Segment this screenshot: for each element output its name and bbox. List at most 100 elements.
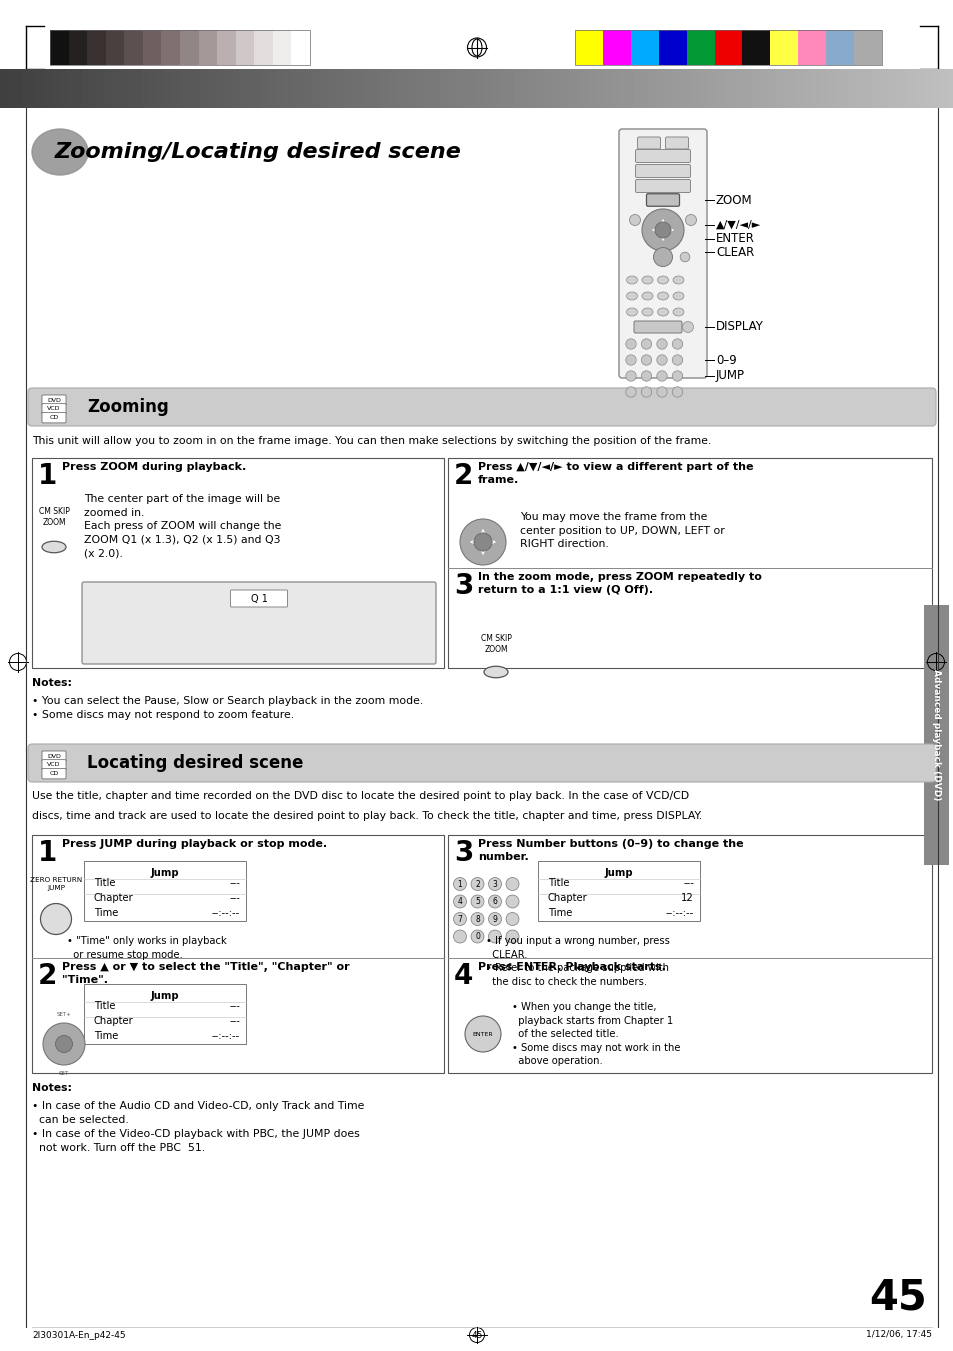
Text: 5: 5 [475,897,479,907]
Circle shape [453,878,466,890]
Text: VCD: VCD [48,762,61,767]
Text: 9: 9 [492,915,497,924]
FancyBboxPatch shape [635,180,690,192]
Text: ENTER: ENTER [716,232,754,246]
Text: Q 1: Q 1 [251,593,267,604]
FancyBboxPatch shape [618,128,706,378]
FancyBboxPatch shape [42,751,66,762]
Text: Title: Title [94,878,115,888]
Text: Press ZOOM during playback.: Press ZOOM during playback. [62,462,246,471]
Text: Chapter: Chapter [94,893,133,902]
Circle shape [655,222,670,238]
Ellipse shape [626,276,637,284]
Circle shape [679,253,689,262]
Bar [143,30,161,65]
Text: ---: --- [229,1016,240,1025]
Circle shape [488,894,501,908]
Ellipse shape [672,308,683,316]
Bar [686,30,714,65]
Text: CM SKIP
ZOOM: CM SKIP ZOOM [38,507,70,527]
Text: 1/12/06, 17:45: 1/12/06, 17:45 [865,1331,931,1339]
Text: Jump: Jump [151,867,179,878]
Text: 4: 4 [457,897,462,907]
Circle shape [640,370,651,381]
Text: You may move the frame from the
center position to UP, DOWN, LEFT or
RIGHT direc: You may move the frame from the center p… [519,512,724,550]
Circle shape [640,355,651,365]
Text: --:--:--: --:--:-- [665,908,693,917]
Text: SET-: SET- [58,1071,70,1075]
Circle shape [656,386,666,397]
Circle shape [672,386,682,397]
FancyBboxPatch shape [646,193,679,207]
Circle shape [471,929,483,943]
Ellipse shape [626,292,637,300]
Circle shape [640,386,651,397]
Text: 1: 1 [38,839,57,867]
Bar [32,458,443,667]
Bar [69,30,87,65]
Text: SET+: SET+ [56,1012,71,1017]
Ellipse shape [641,276,652,284]
Circle shape [459,519,505,565]
Ellipse shape [42,542,66,553]
Ellipse shape [672,276,683,284]
Circle shape [471,878,483,890]
Text: Notes:: Notes: [32,1084,71,1093]
Text: 4: 4 [454,962,473,990]
Circle shape [488,912,501,925]
Text: ▲/▼/◄/►: ▲/▼/◄/► [716,220,760,230]
Circle shape [640,339,651,349]
FancyBboxPatch shape [42,412,66,423]
Text: CD: CD [50,415,58,420]
FancyBboxPatch shape [42,394,66,405]
Text: 0: 0 [475,932,479,942]
Bar [106,30,124,65]
Bar [630,30,658,65]
Text: CD: CD [50,771,58,777]
Ellipse shape [483,666,507,678]
Ellipse shape [641,292,652,300]
Bar [180,30,198,65]
Text: This unit will allow you to zoom in on the frame image. You can then make select: This unit will allow you to zoom in on t… [32,436,711,446]
Circle shape [625,339,636,349]
Circle shape [453,929,466,943]
Text: Chapter: Chapter [94,1016,133,1025]
Text: ZOOM: ZOOM [716,193,752,207]
Text: discs, time and track are used to locate the desired point to play back. To chec: discs, time and track are used to locate… [32,811,701,820]
Bar [602,30,630,65]
Bar [714,30,741,65]
Bar [770,30,798,65]
Circle shape [505,894,518,908]
Text: Press JUMP during playback or stop mode.: Press JUMP during playback or stop mode. [62,839,327,848]
Text: Zooming/Locating desired scene: Zooming/Locating desired scene [55,142,461,162]
Circle shape [672,339,682,349]
Text: Title: Title [94,1001,115,1011]
Bar [50,30,69,65]
Ellipse shape [626,308,637,316]
Bar [448,835,931,1073]
Bar [741,30,770,65]
Text: Notes:: Notes: [32,678,71,688]
Circle shape [505,912,518,925]
Text: The center part of the image will be
zoomed in.
Each press of ZOOM will change t: The center part of the image will be zoo… [84,494,281,558]
Circle shape [471,912,483,925]
Text: 2: 2 [454,462,473,490]
Circle shape [464,1016,500,1052]
Text: ---: --- [229,1001,240,1011]
Text: Use the title, chapter and time recorded on the DVD disc to locate the desired p: Use the title, chapter and time recorded… [32,790,688,801]
Circle shape [681,322,693,332]
Bar [84,861,246,921]
Text: 3: 3 [454,839,473,867]
Circle shape [488,929,501,943]
Bar [198,30,217,65]
Text: DISPLAY: DISPLAY [716,320,763,334]
Bar [575,30,882,65]
Circle shape [656,355,666,365]
Bar [273,30,291,65]
Bar [448,458,931,667]
Circle shape [453,912,466,925]
FancyBboxPatch shape [42,769,66,780]
Bar [124,30,143,65]
Bar [87,30,106,65]
Text: Time: Time [94,1031,118,1040]
